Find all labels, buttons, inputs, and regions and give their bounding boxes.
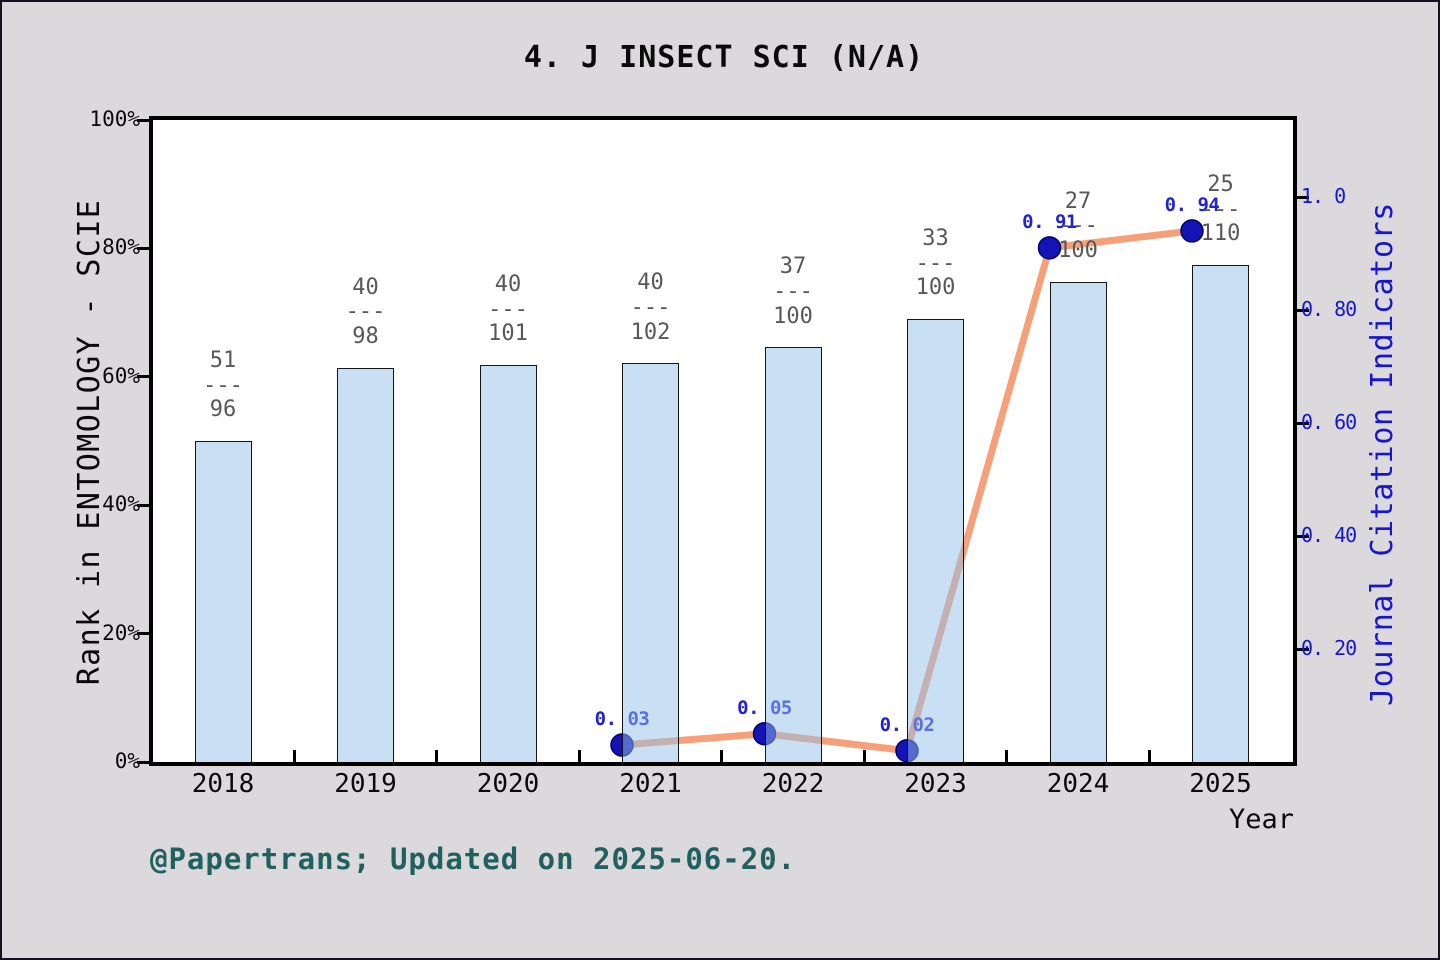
fraction-denominator: 110 (1200, 221, 1241, 247)
fraction-separator: --- (488, 296, 528, 322)
left-axis-tick (137, 760, 149, 764)
x-axis-tick-label: 2024 (1046, 769, 1110, 799)
fraction-separator: --- (1200, 196, 1241, 222)
bar (194, 441, 252, 762)
left-axis-tick (137, 503, 149, 507)
fraction-denominator: 101 (488, 321, 528, 347)
fraction-numerator: 40 (352, 274, 379, 300)
right-axis-tick (1297, 647, 1309, 651)
fraction-numerator: 51 (209, 348, 237, 373)
fraction-labels-layer: 51 --- 96 40 --- 98 40 --- 101 40 --- 102 37 --- 100 33… (153, 120, 1293, 762)
footer-credit: @Papertrans; Updated on 2025-06-20. (150, 842, 797, 876)
left-axis-tick (137, 246, 149, 250)
fraction-numerator: 37 (779, 254, 807, 280)
fraction-numerator: 40 (494, 272, 522, 298)
fraction-denominator: 102 (630, 319, 671, 345)
bar (337, 367, 394, 762)
bar (764, 347, 822, 762)
bar-fraction-label: 40 --- 102 (606, 271, 696, 345)
fraction-separator: --- (1058, 213, 1098, 239)
right-axis-tick-label: 1. 0 (1301, 184, 1346, 208)
right-axis-tick (1297, 308, 1309, 312)
x-axis-tick-label: 2025 (1189, 769, 1252, 799)
x-axis-tick-label: 2021 (619, 769, 682, 799)
x-axis-tick-label: 2022 (761, 769, 825, 799)
bars-layer (153, 120, 1293, 762)
fraction-separator: --- (915, 250, 956, 276)
left-axis-tick (137, 632, 149, 636)
bar (479, 365, 537, 762)
left-axis-tick-label: 20% (102, 620, 140, 645)
x-axis-tick-label: 2023 (904, 769, 967, 799)
fraction-numerator: 25 (1207, 172, 1234, 198)
bar-fraction-label: 27 --- 100 (1033, 188, 1123, 264)
left-axis-tick (137, 118, 149, 122)
bar (1049, 281, 1107, 762)
left-axis-tick-label: 40% (102, 492, 140, 517)
bar-fraction-label: 51 --- 96 (178, 348, 268, 423)
fraction-denominator: 100 (773, 303, 813, 329)
fraction-denominator: 96 (209, 397, 237, 423)
jci-dot (1180, 219, 1204, 243)
right-axis-tick-label: 0. 20 (1301, 636, 1357, 660)
fraction-numerator: 40 (637, 270, 664, 296)
x-axis-tick-label: 2019 (334, 769, 397, 799)
bar (622, 363, 679, 762)
x-axis-tick (292, 750, 296, 762)
chart-title: 4. J INSECT SCI (N/A) (523, 40, 925, 75)
x-axis-tick (1005, 750, 1009, 762)
left-axis-tick-label: 0% (114, 749, 140, 773)
right-axis-tick (1297, 421, 1309, 425)
fraction-denominator: 98 (352, 324, 379, 350)
x-axis-tick (862, 750, 866, 762)
left-axis-tick (137, 375, 149, 379)
right-axis-tick-label: 0. 60 (1301, 410, 1357, 434)
bar-fraction-label: 33 --- 100 (891, 226, 981, 301)
jci-value-label: 0. 91 (1022, 210, 1077, 233)
right-axis-tick (1297, 195, 1309, 199)
fraction-numerator: 33 (922, 226, 949, 252)
x-axis-tick (1147, 750, 1151, 762)
x-axis-tick-label: 2018 (191, 769, 255, 799)
fraction-denominator: 100 (1058, 238, 1098, 264)
fraction-separator: --- (773, 278, 813, 304)
bar-fraction-label: 37 --- 100 (748, 255, 838, 329)
right-axis-tick (1297, 534, 1309, 538)
jci-dot (1037, 236, 1062, 260)
left-axis-tick-label: 60% (102, 363, 140, 388)
fraction-separator: --- (345, 299, 386, 325)
fraction-separator: --- (203, 372, 243, 398)
fraction-numerator: 27 (1064, 188, 1092, 214)
fraction-denominator: 100 (915, 275, 956, 301)
bar-fraction-label: 25 --- 110 (1176, 172, 1266, 247)
left-axis-tick-label: 80% (102, 235, 140, 260)
x-axis-tick-label: 2020 (476, 769, 540, 799)
bar-fraction-label: 40 --- 101 (463, 273, 553, 347)
right-axis-tick-label: 0. 80 (1301, 297, 1357, 321)
fraction-separator: --- (630, 294, 671, 320)
x-axis-title: Year (1228, 804, 1294, 835)
plot-area: 0. 030. 050. 020. 910. 94 51---9640---98… (153, 120, 1293, 763)
jci-value-label: 0. 94 (1164, 193, 1220, 216)
x-axis-tick (577, 750, 581, 762)
bar-fraction-label: 40 --- 98 (321, 274, 411, 350)
bar (907, 319, 964, 762)
bar (1192, 265, 1249, 762)
right-axis-tick-label: 0. 40 (1301, 523, 1357, 547)
x-axis-tick (720, 750, 724, 762)
left-axis-tick-label: 100% (89, 107, 140, 131)
x-axis-tick (435, 750, 439, 762)
